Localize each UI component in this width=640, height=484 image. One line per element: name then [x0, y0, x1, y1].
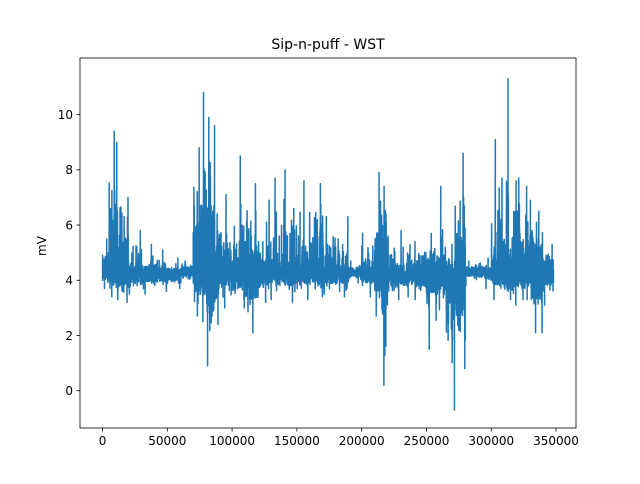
x-axis: 0 50000 100000 150000 200000 250000 300000 3500…: [99, 428, 579, 448]
series-line: [101, 77, 555, 411]
y-axis-label: mV: [35, 235, 49, 256]
y-axis: 0 2 4 6 8 10: [58, 108, 80, 398]
x-tick-label: 250000: [404, 434, 450, 448]
y-tick-label: 2: [65, 329, 73, 343]
y-tick-label: 0: [65, 384, 73, 398]
y-tick-label: 10: [58, 108, 73, 122]
x-tick-label: 50000: [148, 434, 186, 448]
x-tick-label: 350000: [533, 434, 579, 448]
x-tick-label: 150000: [274, 434, 320, 448]
chart-title: Sip-n-puff - WST: [271, 37, 385, 53]
x-tick-label: 100000: [209, 434, 255, 448]
x-tick-label: 200000: [339, 434, 385, 448]
x-tick-label: 0: [99, 434, 107, 448]
y-tick-label: 4: [65, 274, 73, 288]
plot-area: [101, 77, 555, 411]
x-tick-label: 300000: [468, 434, 514, 448]
plot-frame: [79, 57, 577, 429]
y-tick-label: 6: [65, 218, 73, 232]
y-tick-label: 8: [65, 163, 73, 177]
